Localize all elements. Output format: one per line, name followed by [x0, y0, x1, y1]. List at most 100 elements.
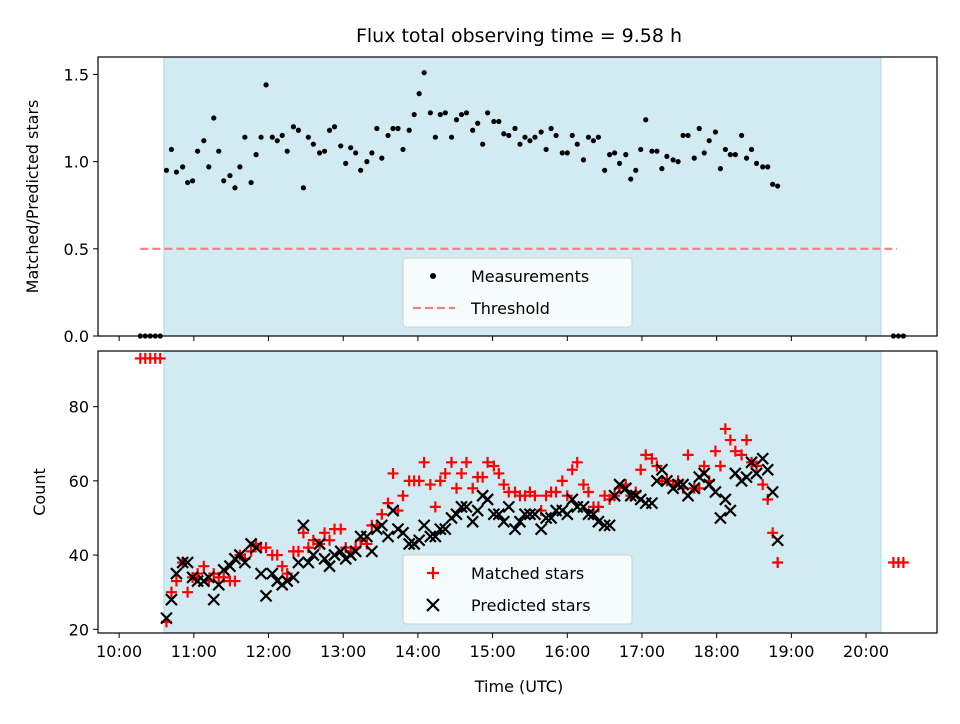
data-point — [358, 167, 364, 173]
data-point — [458, 111, 465, 118]
data-point — [411, 111, 417, 118]
data-point — [429, 530, 442, 543]
data-point — [732, 152, 738, 158]
data-point — [585, 134, 592, 140]
data-point — [745, 456, 758, 469]
data-point — [450, 507, 463, 521]
data-point — [467, 482, 479, 494]
data-point — [265, 567, 279, 580]
data-point — [416, 91, 422, 97]
data-point — [305, 134, 311, 140]
data-point — [640, 449, 652, 461]
data-point — [498, 479, 510, 491]
data-point — [487, 507, 501, 521]
data-point — [580, 157, 587, 163]
data-point — [485, 110, 491, 116]
data-point — [313, 537, 326, 551]
data-point — [765, 164, 771, 170]
data-point — [263, 82, 269, 88]
data-point — [543, 146, 549, 153]
data-point — [757, 479, 769, 491]
data-point — [406, 127, 412, 133]
data-point — [508, 522, 522, 536]
data-point — [185, 179, 191, 186]
data-point — [297, 527, 309, 539]
data-point — [182, 586, 194, 598]
data-point — [194, 148, 201, 154]
data-point — [460, 456, 472, 468]
data-point — [446, 456, 458, 468]
data-point — [748, 146, 755, 153]
legend-marker — [427, 567, 439, 579]
data-point — [488, 460, 500, 472]
data-point — [232, 185, 238, 191]
data-point — [565, 493, 579, 506]
data-point — [229, 575, 241, 587]
data-point — [292, 545, 304, 557]
data-point — [353, 150, 359, 156]
data-point — [638, 146, 644, 153]
data-point — [160, 611, 173, 625]
data-point — [709, 445, 721, 457]
data-point — [685, 132, 691, 139]
data-point — [480, 141, 486, 147]
data-point — [453, 117, 460, 123]
data-point — [770, 181, 776, 187]
data-point — [280, 574, 294, 588]
series-measurements — [137, 70, 906, 339]
data-point — [523, 507, 537, 521]
x-tick-label: 20:00 — [843, 642, 889, 661]
x-tick-label: 17:00 — [619, 642, 665, 661]
data-point — [761, 463, 774, 477]
data-point — [544, 511, 558, 525]
data-point — [529, 490, 541, 502]
axes-frame — [97, 350, 938, 634]
data-point — [729, 445, 741, 457]
data-point — [310, 141, 316, 147]
data-point — [481, 493, 494, 506]
data-point — [375, 519, 389, 532]
data-point — [548, 125, 554, 132]
data-point — [635, 464, 647, 476]
y-tick-label: 40 — [69, 546, 89, 565]
data-point — [271, 549, 283, 561]
data-point — [295, 127, 302, 133]
data-point — [645, 496, 659, 510]
data-point — [741, 434, 753, 446]
data-point — [260, 542, 272, 554]
data-point — [439, 467, 451, 479]
data-point — [434, 475, 446, 487]
legend-label: Measurements — [471, 267, 589, 286]
data-point — [512, 125, 518, 132]
data-point — [223, 559, 237, 573]
data-point — [248, 179, 254, 186]
data-point — [390, 125, 396, 132]
data-point — [719, 423, 731, 435]
data-point — [274, 138, 280, 144]
data-point — [738, 132, 745, 139]
data-point — [501, 131, 507, 137]
data-point — [646, 453, 658, 465]
x-tick-label: 19:00 — [768, 642, 814, 661]
data-point — [211, 115, 217, 121]
data-point — [517, 141, 523, 147]
data-point — [550, 486, 562, 498]
data-point — [719, 493, 732, 506]
data-point — [706, 138, 712, 144]
x-axis-label: Time (UTC) — [474, 677, 563, 696]
data-point — [448, 134, 455, 140]
data-point — [598, 519, 611, 532]
legend: Measurements Threshold — [402, 257, 633, 328]
data-point — [181, 556, 194, 569]
data-point — [387, 467, 399, 479]
data-point — [682, 449, 694, 461]
data-point — [201, 138, 207, 144]
data-point — [602, 167, 608, 173]
data-point — [360, 530, 374, 543]
data-point — [607, 152, 613, 158]
data-point — [497, 515, 511, 528]
data-point — [491, 118, 497, 125]
data-point — [328, 548, 341, 562]
data-point — [424, 479, 436, 491]
